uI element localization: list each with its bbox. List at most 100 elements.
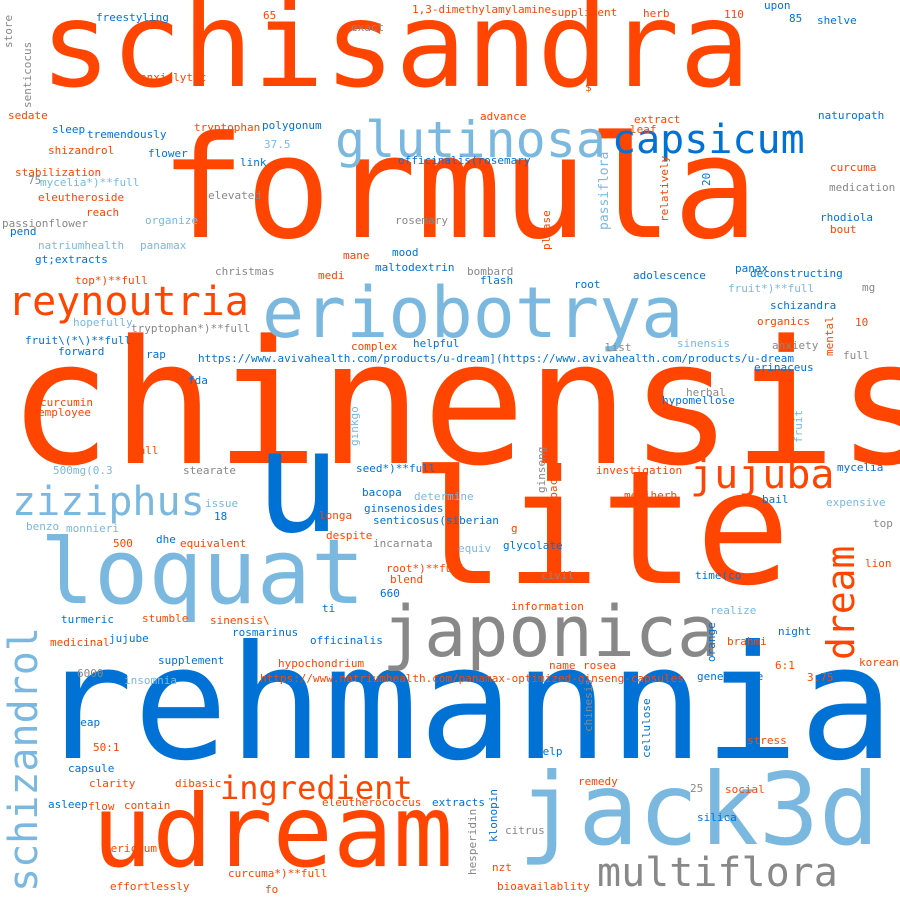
- word: insomnia: [124, 674, 177, 687]
- word: 85: [789, 12, 803, 25]
- word: list: [605, 341, 632, 354]
- word: freestyling: [96, 11, 169, 24]
- word: anxiolytic: [140, 71, 207, 84]
- word: https://www.avivahealth.com/products/u-d…: [198, 352, 795, 365]
- word: 75: [28, 174, 42, 187]
- word: officinalis(rosemary: [398, 154, 531, 167]
- word: curcuma*)**full: [228, 867, 328, 880]
- word: top: [873, 517, 893, 530]
- word: udream: [92, 773, 454, 890]
- word: jujube: [109, 632, 149, 645]
- word: flow: [88, 800, 115, 813]
- word: extract: [634, 113, 681, 126]
- word: tryptophan: [194, 121, 261, 134]
- word: citrus: [505, 824, 545, 837]
- word: mood: [392, 246, 419, 259]
- word: dopac: [547, 478, 560, 512]
- word: mycelia: [837, 461, 884, 474]
- word: stearate: [183, 464, 236, 477]
- word: medi: [318, 269, 345, 282]
- word: stress: [747, 734, 787, 747]
- word: supplement: [158, 654, 225, 667]
- word: multiflora: [597, 850, 838, 896]
- word: japonica: [382, 591, 720, 673]
- word: deconstructing: [750, 267, 843, 280]
- word: help: [536, 745, 563, 758]
- word: capsule: [68, 762, 115, 775]
- word: schizandra: [770, 299, 837, 312]
- word: exact: [351, 21, 385, 34]
- word: u: [255, 400, 341, 565]
- word: sinensis: [677, 337, 730, 350]
- word: lite: [410, 437, 791, 621]
- word: 1,3-dimethylamylamine: [412, 3, 552, 16]
- word: senticosus(siberian: [373, 514, 499, 527]
- word: determine: [414, 490, 474, 503]
- word: curcumin: [40, 396, 93, 409]
- word: store: [2, 14, 15, 48]
- word: relatively: [658, 155, 671, 222]
- word: rap: [146, 348, 166, 361]
- word: complex: [351, 340, 398, 353]
- word: 65: [263, 9, 277, 22]
- word: herb: [643, 7, 670, 20]
- word: christmas: [215, 265, 275, 278]
- word: 25: [690, 782, 704, 795]
- word: curcuma: [830, 161, 877, 174]
- word: asleep: [48, 798, 88, 811]
- word: fruit*)**full: [728, 282, 815, 295]
- word: schizandrol: [1, 627, 47, 892]
- word: tremendously: [87, 128, 167, 141]
- word: link: [240, 156, 267, 169]
- word: senticocus: [21, 41, 34, 108]
- word: helpful: [413, 337, 460, 350]
- word: sedate: [8, 109, 48, 122]
- word: medicinal: [50, 636, 110, 649]
- word: gt;extracts: [35, 253, 108, 266]
- word: full: [843, 349, 870, 362]
- word: rosmarinus: [232, 626, 299, 639]
- word: mane: [343, 249, 370, 262]
- word: 37.5: [264, 138, 291, 151]
- word: https://www.natriumhealth.com/panamax-op…: [260, 672, 684, 685]
- word: korean: [859, 656, 899, 669]
- word: turmeric: [61, 613, 114, 626]
- word: fruit\(*\)**full: [25, 334, 131, 347]
- word: leaf: [630, 123, 657, 136]
- word: erinaceus: [754, 361, 814, 374]
- word: upon: [764, 0, 791, 12]
- word: dream: [819, 545, 863, 660]
- word: please: [540, 210, 553, 250]
- word: employee: [38, 406, 91, 419]
- word: night: [778, 625, 812, 638]
- word: reynoutria: [8, 279, 249, 325]
- word: brahmi: [727, 635, 767, 648]
- word: hopefully: [73, 316, 133, 329]
- word: monnieri: [66, 522, 119, 535]
- word: suppliment: [551, 6, 618, 19]
- word: maltodextrin: [375, 261, 455, 274]
- word: shizandrol: [48, 144, 115, 157]
- word: effortlessly: [110, 880, 190, 893]
- word: sinensis\: [210, 614, 270, 627]
- word: panamax: [140, 239, 187, 252]
- word: 6:1: [775, 659, 795, 672]
- word: eleutherococcus: [322, 796, 422, 809]
- word: lion: [865, 557, 892, 570]
- word: rosemary: [395, 214, 448, 227]
- word: glutinosa: [335, 111, 606, 169]
- word: 6000: [77, 667, 104, 680]
- word: adolescence: [633, 269, 706, 282]
- word: benzo: [26, 520, 60, 533]
- word: jack3d: [518, 751, 880, 868]
- word: fruit: [792, 409, 805, 443]
- word: expensive: [826, 496, 886, 509]
- word: hericium: [104, 842, 157, 855]
- word: medication: [829, 181, 896, 194]
- word: root*)**full: [386, 562, 466, 575]
- word: bacopa: [362, 486, 402, 499]
- word: 110: [724, 8, 744, 21]
- word: 500mg(0.3: [53, 464, 113, 477]
- word: rehmannia: [38, 612, 895, 796]
- word: organics: [757, 315, 810, 328]
